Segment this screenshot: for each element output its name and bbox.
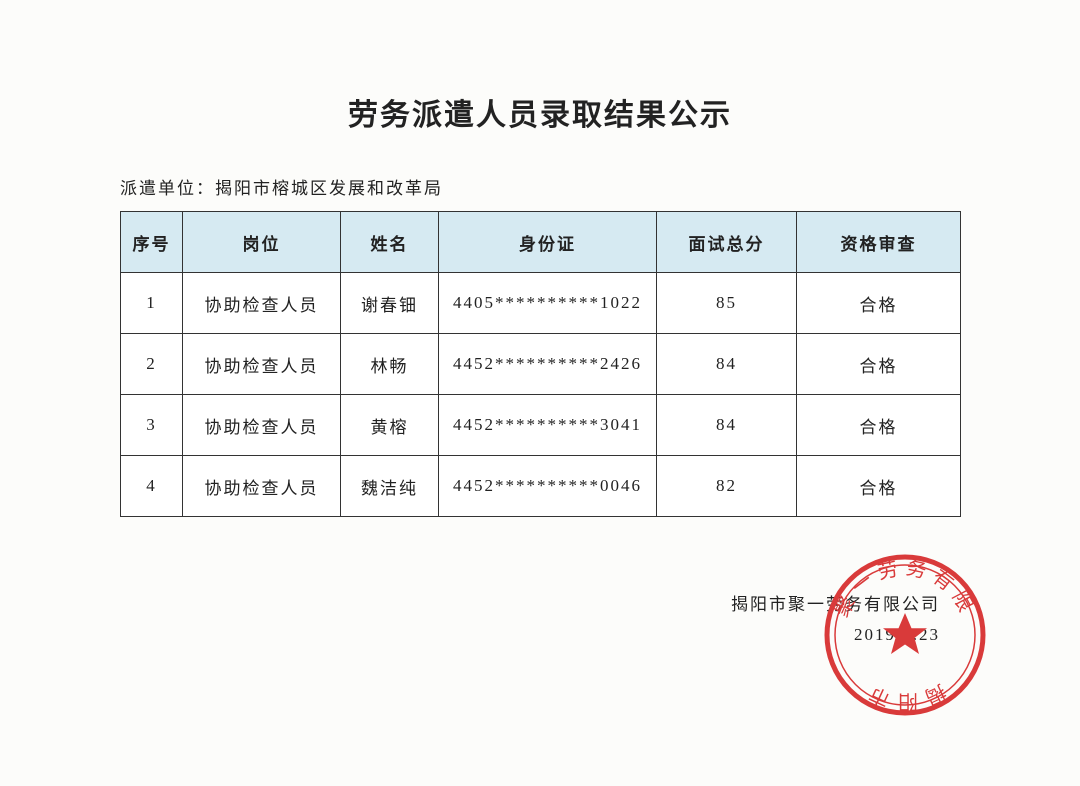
table-row: 1 协助检查人员 谢春钿 4405**********1022 85 合格 <box>121 273 961 334</box>
cell-post: 协助检查人员 <box>183 456 341 517</box>
cell-post: 协助检查人员 <box>183 273 341 334</box>
cell-qual: 合格 <box>797 456 961 517</box>
document-page: 劳务派遣人员录取结果公示 派遣单位：揭阳市榕城区发展和改革局 序号 岗位 姓名 … <box>0 0 1080 786</box>
cell-qual: 合格 <box>797 334 961 395</box>
cell-id: 4452**********3041 <box>439 395 657 456</box>
cell-score: 84 <box>657 395 797 456</box>
footer-company: 揭阳市聚一劳务有限公司 <box>731 590 940 620</box>
dispatch-unit-line: 派遣单位：揭阳市榕城区发展和改革局 <box>120 174 960 199</box>
cell-seq: 2 <box>121 334 183 395</box>
cell-post: 协助检查人员 <box>183 334 341 395</box>
cell-name: 林畅 <box>341 334 439 395</box>
cell-score: 84 <box>657 334 797 395</box>
cell-name: 谢春钿 <box>341 273 439 334</box>
table-row: 4 协助检查人员 魏洁纯 4452**********0046 82 合格 <box>121 456 961 517</box>
dispatch-unit-label: 派遣单位： <box>120 179 215 198</box>
cell-seq: 1 <box>121 273 183 334</box>
cell-score: 82 <box>657 456 797 517</box>
col-seq: 序号 <box>121 212 183 273</box>
cell-post: 协助检查人员 <box>183 395 341 456</box>
results-table: 序号 岗位 姓名 身份证 面试总分 资格审查 1 协助检查人员 谢春钿 4405… <box>120 211 961 517</box>
dispatch-unit-value: 揭阳市榕城区发展和改革局 <box>215 179 443 198</box>
table-row: 2 协助检查人员 林畅 4452**********2426 84 合格 <box>121 334 961 395</box>
col-score: 面试总分 <box>657 212 797 273</box>
col-id: 身份证 <box>439 212 657 273</box>
page-title: 劳务派遣人员录取结果公示 <box>120 90 960 134</box>
cell-qual: 合格 <box>797 395 961 456</box>
footer-block: 揭阳市聚一劳务有限公司 2019.8.23 <box>731 590 940 650</box>
footer-date: 2019.8.23 <box>731 620 940 650</box>
cell-seq: 3 <box>121 395 183 456</box>
cell-score: 85 <box>657 273 797 334</box>
svg-text:揭阳市: 揭阳市 <box>860 679 949 713</box>
cell-name: 魏洁纯 <box>341 456 439 517</box>
table-header-row: 序号 岗位 姓名 身份证 面试总分 资格审查 <box>121 212 961 273</box>
col-post: 岗位 <box>183 212 341 273</box>
col-name: 姓名 <box>341 212 439 273</box>
seal-text-bottom: 揭阳市 <box>860 679 949 713</box>
col-qual: 资格审查 <box>797 212 961 273</box>
cell-qual: 合格 <box>797 273 961 334</box>
table-row: 3 协助检查人员 黄榕 4452**********3041 84 合格 <box>121 395 961 456</box>
cell-id: 4405**********1022 <box>439 273 657 334</box>
cell-seq: 4 <box>121 456 183 517</box>
cell-id: 4452**********0046 <box>439 456 657 517</box>
cell-name: 黄榕 <box>341 395 439 456</box>
cell-id: 4452**********2426 <box>439 334 657 395</box>
